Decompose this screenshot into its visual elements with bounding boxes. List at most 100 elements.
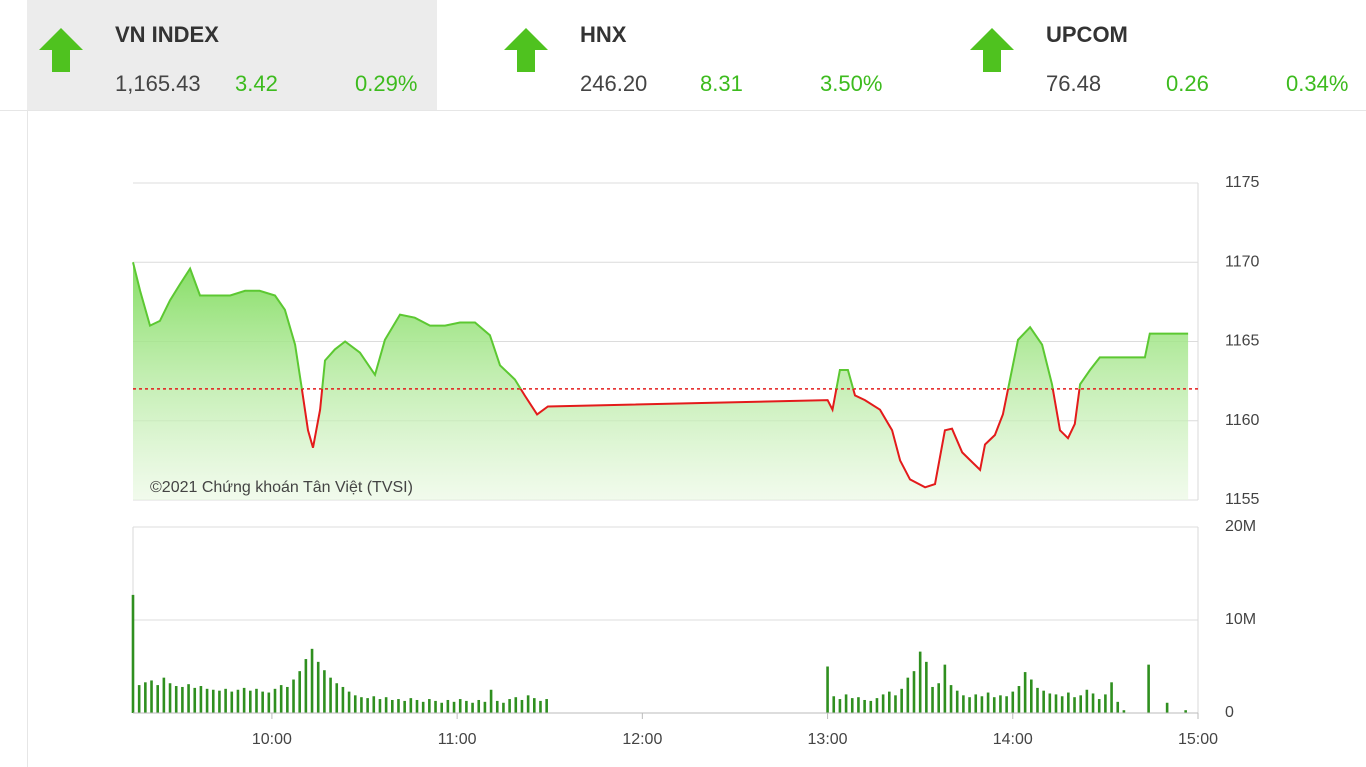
volume-bar [968,697,971,713]
index-panel[interactable]: UPCOM 76.48 0.26 0.34% [958,0,1366,110]
volume-bar [508,699,511,713]
index-percent: 0.29% [355,71,418,96]
volume-bar [894,695,897,713]
volume-bar [236,689,240,713]
index-value: 246.20 [580,71,648,96]
y-tick-label: 1160 [1225,412,1260,429]
volume-bar [918,651,922,713]
volume-bar [992,697,996,713]
volume-bar [1060,696,1064,713]
header-bar [0,0,1366,111]
price-line [132,262,1189,389]
volume-bar [372,696,376,713]
volume-bar [863,699,866,713]
volume-bar [286,686,289,713]
volume-bar [440,702,443,713]
volume-bar [193,687,197,713]
volume-bar [273,688,277,713]
volume-bar [912,671,916,713]
index-change: 0.26 [1166,71,1209,96]
volume-bar [545,699,548,713]
volume-bar [1011,691,1015,713]
volume-bar [353,695,357,713]
index-change: 3.42 [235,71,278,96]
x-tick-label: 11:00 [438,731,477,748]
volume-bar [415,699,419,713]
volume-bar [974,694,978,713]
volume-bar [1104,694,1107,713]
volume-bar [1116,701,1120,713]
index-change: 8.31 [700,71,743,96]
volume-bar [850,698,854,713]
volume-bar [483,701,487,713]
volume-bar [980,696,984,713]
volume-bar [434,700,437,713]
volume-bar [428,699,431,713]
up-arrow [970,28,1014,72]
x-tick-label: 10:00 [252,731,292,748]
volume-bar [211,689,215,713]
y-tick-label: 1155 [1225,491,1260,508]
index-value: 1,165.43 [115,71,201,96]
volume-bar [465,700,468,713]
volume-bar [249,690,252,713]
volume-bar [304,659,308,713]
volume-bar [458,699,462,713]
volume-bar [452,701,456,713]
volume-bar [1005,696,1008,713]
volume-bar [1073,697,1076,713]
volume-bar [1048,693,1052,713]
volume-bar [1023,672,1027,713]
up-arrow [39,28,83,72]
volume-bar [1067,692,1070,713]
volume-bar [261,691,264,713]
volume-bar [900,688,903,713]
volume-bar [832,696,836,713]
volume-bar [298,671,301,713]
volume-bar [323,670,326,713]
volume-bar [1184,710,1187,713]
x-tick-label: 14:00 [993,731,1033,748]
volume-bar [1085,689,1089,713]
volume-bar [255,688,258,713]
volume-bar [520,699,524,713]
volume-bar [391,699,394,713]
chart-frame [27,111,28,767]
volume-bar [881,694,885,713]
volume-bar [329,677,332,713]
volume-bar [230,691,234,713]
volume-bar [316,661,320,713]
x-tick-label: 13:00 [808,731,848,748]
volume-bar [267,692,271,713]
volume-bar [514,697,518,713]
volume-bar [279,685,283,713]
volume-bar [1042,690,1045,713]
index-name: VN INDEX [115,22,219,47]
volume-bar [857,697,860,713]
volume-bar [224,688,227,713]
index-panel[interactable]: VN INDEX 1,165.43 3.42 0.29% [27,0,437,110]
volume-bar [409,698,413,713]
volume-bar [869,700,873,713]
x-tick-label: 12:00 [622,731,662,748]
index-percent: 3.50% [820,71,883,96]
volume-bar [341,686,345,713]
volume-bar [242,687,246,713]
volume-bar [477,699,481,713]
volume-bar [218,690,221,713]
volume-bar [949,685,953,713]
volume-bar [397,699,400,713]
volume-bar [137,685,141,713]
volume-bar [1165,702,1169,713]
volume-bar [844,694,848,713]
index-panel[interactable]: HNX 246.20 8.31 3.50% [492,0,902,110]
volume-bar [986,692,990,713]
price-area [133,262,1189,500]
volume-bar [174,686,178,713]
volume-bar [906,677,910,713]
volume-bar [1036,687,1039,713]
volume-bar [1030,679,1033,713]
volume-bar [131,594,135,713]
volume-bar [999,695,1002,713]
